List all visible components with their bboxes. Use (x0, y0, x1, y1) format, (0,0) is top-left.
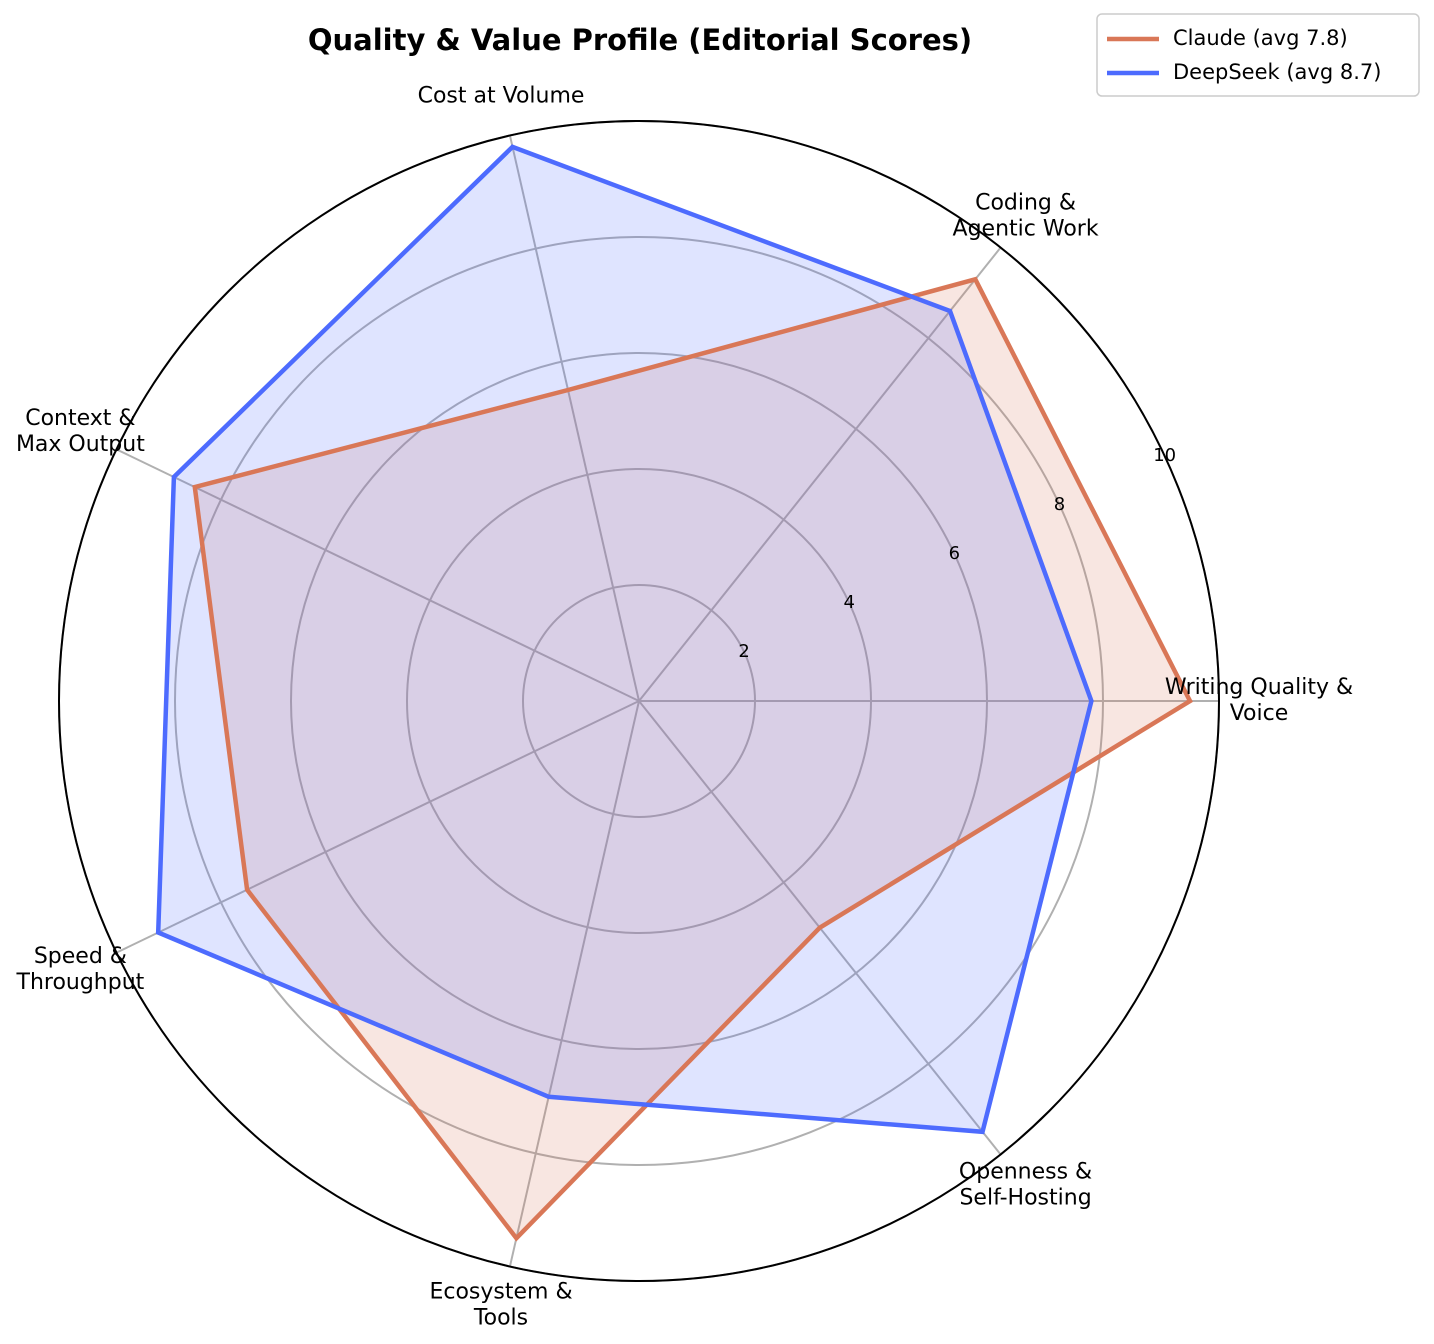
category-label: Cost at Volume (418, 84, 585, 109)
outer-frame (58, 120, 1220, 1282)
r-tick-label: 6 (949, 543, 960, 564)
chart-title: Quality & Value Profile (Editorial Score… (308, 23, 972, 57)
category-label: Context & Max Output (16, 406, 145, 457)
spoke (638, 246, 1002, 702)
spoke (508, 135, 640, 702)
series-area (158, 146, 1092, 1132)
series-line (155, 144, 1094, 1135)
r-tick-label: 8 (1054, 494, 1065, 515)
series-area (194, 279, 1191, 1239)
legend-frame (1096, 13, 1420, 97)
category-label: Writing Quality & Voice (1165, 675, 1353, 726)
spoke (508, 700, 640, 1267)
series-line (192, 276, 1193, 1242)
spoke (116, 448, 640, 702)
legend-label: DeepSeek (avg 8.7) (1173, 60, 1381, 84)
r-tick-label: 4 (844, 592, 855, 613)
category-label: Speed & Throughput (16, 944, 145, 995)
legend-label: Claude (avg 7.8) (1173, 26, 1348, 50)
legend: Claude (avg 7.8) DeepSeek (avg 8.7) (1096, 13, 1420, 97)
category-label: Coding & Agentic Work (953, 190, 1099, 241)
spoke (116, 700, 640, 954)
category-label: Ecosystem & Tools (429, 1279, 572, 1330)
category-label: Openness & Self-Hosting (959, 1160, 1092, 1211)
r-tick-label: 10 (1153, 445, 1176, 466)
r-tick-label: 2 (738, 641, 749, 662)
